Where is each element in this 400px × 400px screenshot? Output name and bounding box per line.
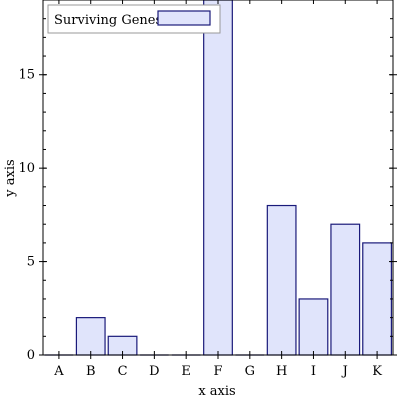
bar-F	[203, 0, 233, 356]
y-tick-label: 15	[18, 68, 35, 83]
x-tick-label-K: K	[372, 364, 382, 379]
x-tick-label-H: H	[276, 364, 287, 379]
bar-I	[298, 298, 329, 356]
y-tick-label: 0	[27, 348, 35, 363]
bar-K	[362, 242, 393, 356]
bars-group	[44, 0, 393, 356]
x-tick-label-F: F	[213, 364, 222, 379]
x-axis-label: x axis	[198, 384, 235, 399]
y-axis-label: y axis	[3, 159, 18, 197]
y-tick-label: 5	[27, 255, 35, 270]
x-tick-label-G: G	[245, 364, 255, 379]
legend: Surviving Genes	[47, 4, 221, 34]
x-tick-label-D: D	[149, 364, 159, 379]
y-tick-label: 10	[18, 161, 35, 176]
x-tick-label-C: C	[118, 364, 128, 379]
x-tick-label-I: I	[311, 364, 316, 379]
x-tick-label-J: J	[341, 364, 348, 379]
x-tick-label-A: A	[53, 364, 64, 379]
legend-label: Surviving Genes	[54, 13, 162, 28]
ticks-group: 0 5 10 15 A B C D E F G H I J K	[18, 0, 397, 379]
x-tick-label-B: B	[86, 364, 96, 379]
legend-swatch	[157, 10, 211, 26]
bar-J	[330, 223, 361, 356]
bar-B	[75, 317, 106, 356]
x-tick-label-E: E	[181, 364, 191, 379]
bar-H	[266, 204, 297, 356]
